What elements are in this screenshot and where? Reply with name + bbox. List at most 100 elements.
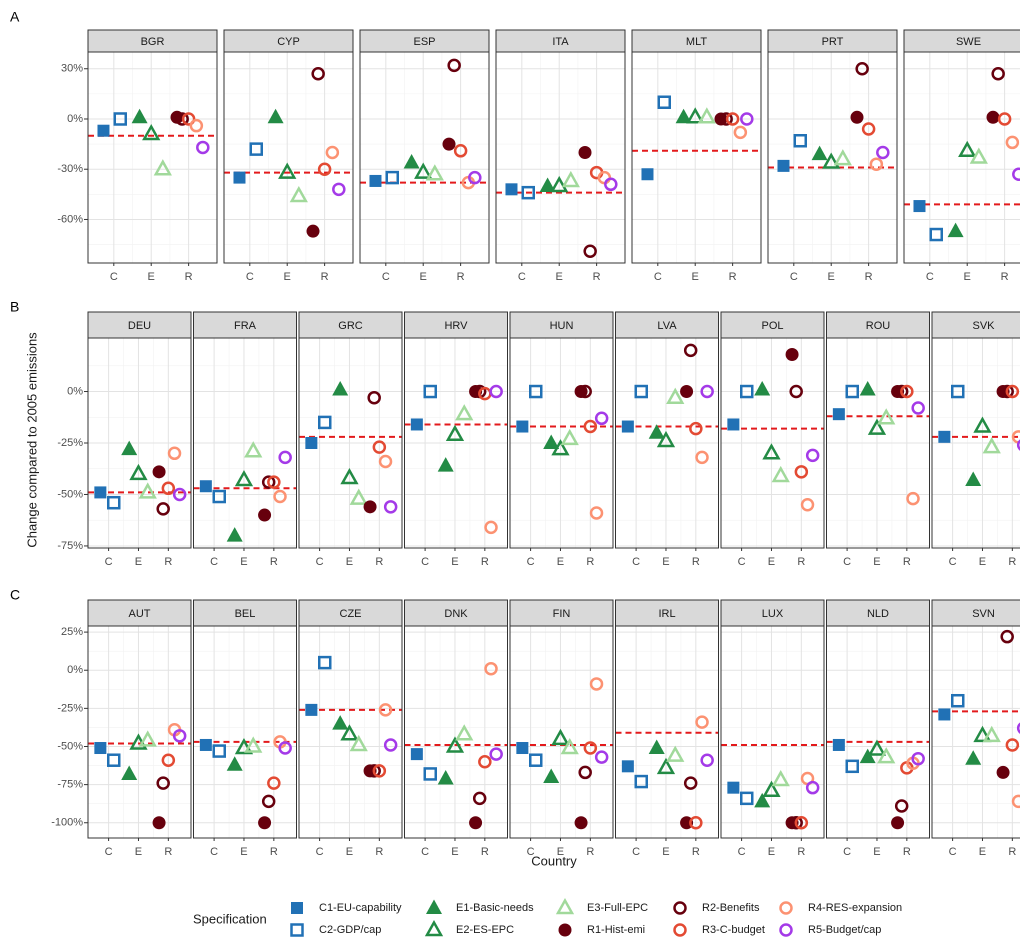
panel-title: ROU [866,320,891,332]
point [861,122,876,136]
point [442,137,456,151]
point [289,185,308,203]
point [267,475,281,489]
panel-title: ITA [552,36,569,48]
point [877,408,896,425]
legend-label: R5-Budget/cap [808,924,881,936]
point [867,418,887,435]
point [233,171,246,184]
point [152,465,166,479]
point [521,185,535,200]
point [226,527,243,542]
point [161,753,176,767]
x-tick-label: E [557,556,564,568]
point [453,144,468,158]
point [340,724,359,741]
strip [720,311,825,339]
point [138,482,157,499]
point [372,764,387,778]
point [832,408,845,421]
panel-title: CYP [277,36,300,48]
panel-title: SVN [972,608,995,620]
panel-background [632,52,761,263]
y-tick-label: -50% [57,488,83,500]
point [363,500,377,514]
point [951,384,965,399]
point [876,145,890,160]
x-tick-label: C [105,556,113,568]
point [869,157,884,171]
x-tick-label: R [270,846,278,858]
x-tick-label: E [692,271,699,283]
x-tick-label: C [654,271,662,283]
point [378,703,393,717]
point [212,489,226,504]
y-tick-label: -100% [51,817,83,829]
x-tick-label: E [284,271,291,283]
x-tick-label: R [1001,271,1009,283]
point [372,440,387,454]
point [113,112,127,126]
point [578,765,592,780]
x-tick-label: C [790,271,798,283]
point [811,145,828,161]
x-tick-label: C [738,556,746,568]
point [1005,135,1020,150]
point [805,448,820,463]
x-tick-label: C [632,846,640,858]
point [551,439,570,456]
panel-title: SWE [956,36,981,48]
point [414,162,433,179]
point [583,244,597,259]
point [367,764,381,778]
x-tick-label: E [662,556,669,568]
x-tick-label: E [556,271,563,283]
point [273,489,287,504]
point [425,164,444,181]
point [234,470,254,487]
point [695,450,709,465]
point [1016,439,1020,451]
panel-background [904,52,1020,263]
point [455,404,474,421]
point [648,424,665,439]
point [656,430,676,448]
x-tick-label: E [964,271,971,283]
point [574,816,588,830]
strip [404,311,508,339]
panel-title: LUX [762,608,784,620]
point [867,739,887,756]
point [167,446,182,461]
strip [826,599,930,627]
point [385,170,399,185]
x-tick-label: E [873,846,880,858]
point [258,508,272,522]
point [894,384,909,399]
point [560,737,579,755]
strip [298,311,403,339]
point [445,424,465,442]
point [740,791,754,806]
panel-title: MLT [686,36,707,48]
y-tick-label: 0% [67,385,83,397]
point [472,791,487,806]
y-tick-label: 0% [67,113,83,125]
x-tick-label: R [692,846,700,858]
y-tick-label: -75% [57,779,83,791]
point [551,728,570,746]
point [754,792,771,808]
point [805,780,820,795]
y-tick-label: -75% [57,540,83,552]
point [794,465,809,479]
point [447,58,461,73]
point [740,384,754,399]
point [325,145,340,160]
point [469,816,483,830]
x-tick-label: E [451,556,458,568]
row-label: B [10,299,19,315]
point [175,112,189,126]
point [666,745,685,762]
strip [404,599,508,627]
point [657,95,671,109]
point [261,794,276,809]
